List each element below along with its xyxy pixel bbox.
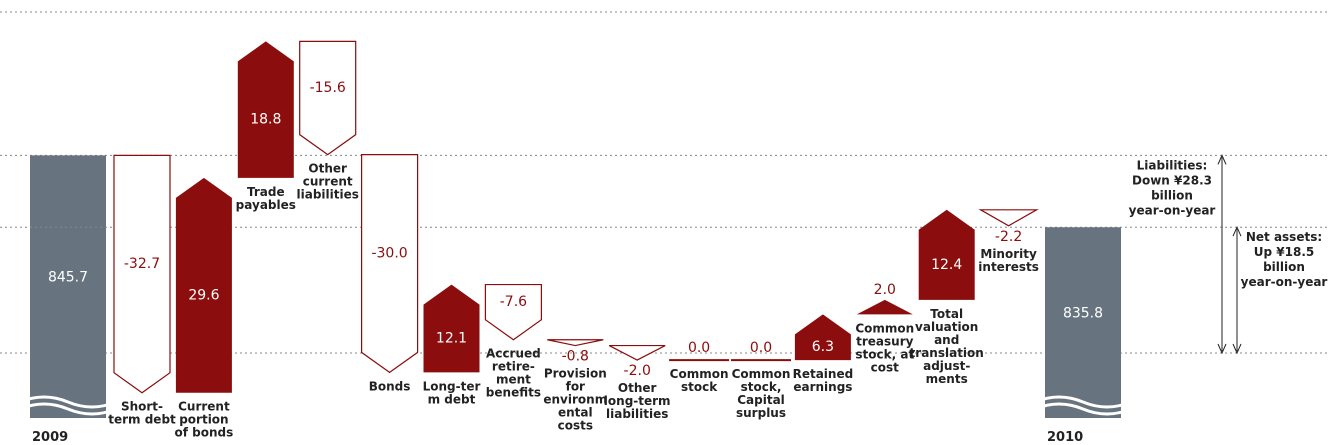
increase-bar [794,314,851,361]
category-label: Short-term debt [108,399,176,426]
category-label: Trade payables [236,184,296,211]
category-label: Other long-term liabilities [604,381,671,421]
arrow-head [1232,225,1242,355]
total-label: 835.8 [1063,306,1103,322]
decrease-bar [299,40,357,156]
annotation: Net assets: Up ¥18.5 billion year-on-year [1241,230,1328,289]
category-label: Retained earnings [793,367,854,394]
category-label: Bonds [369,379,411,393]
total-bar [30,155,106,418]
decrease-bar [608,344,666,361]
year-label: 2009 [32,430,68,445]
increase-bar [237,41,294,178]
category-label: Minority interests [978,246,1039,273]
decrease-bar [361,154,419,374]
value-label: 12.4 [931,257,962,273]
value-label: -32.7 [124,256,160,272]
value-label: -7.6 [500,294,527,310]
year-label: 2010 [1047,430,1083,445]
value-label: -0.8 [562,349,589,365]
value-label: 0.0 [750,340,772,356]
value-label: -30.0 [371,246,407,262]
value-label: 6.3 [812,339,834,355]
category-label: Common stock [670,367,729,394]
annotation: Liabilities: Down ¥28.3 billion year-on-yea… [1129,158,1216,217]
value-label: -2.2 [995,229,1022,245]
category-label: Total valuation and translation adjust-ments [910,306,984,385]
category-label: Provision for environm ental costs [543,366,607,432]
increase-bar [423,284,480,373]
value-label: 18.8 [250,112,281,128]
decrease-bar [113,154,171,394]
value-label: -15.6 [310,80,346,96]
increase-bar [856,299,913,315]
category-label: Accrued retire-ment benefits [486,346,541,399]
category-label: Other current liabilities [297,161,359,201]
increase-bar [918,209,975,300]
category-label: Common stock, Capital surplus [732,367,791,420]
total-bar [1045,227,1121,418]
value-label: 12.1 [436,330,467,346]
total-label: 845.7 [48,270,88,286]
axis-break [1034,395,1132,416]
value-label: 29.6 [188,287,219,303]
decrease-bar [484,283,542,341]
increase-bar [175,177,232,393]
category-label: Common treasury stock, at cost [855,321,914,374]
value-label: -2.0 [624,363,651,379]
decrease-bar [547,339,604,347]
value-label: 0.0 [688,340,710,356]
decrease-bar [978,209,1039,227]
value-label: 2.0 [874,282,896,298]
arrow-head [1217,154,1227,355]
category-label: Long-ter m debt [423,379,481,406]
axis-break [19,395,117,416]
category-label: Current portion of bonds [175,399,234,439]
